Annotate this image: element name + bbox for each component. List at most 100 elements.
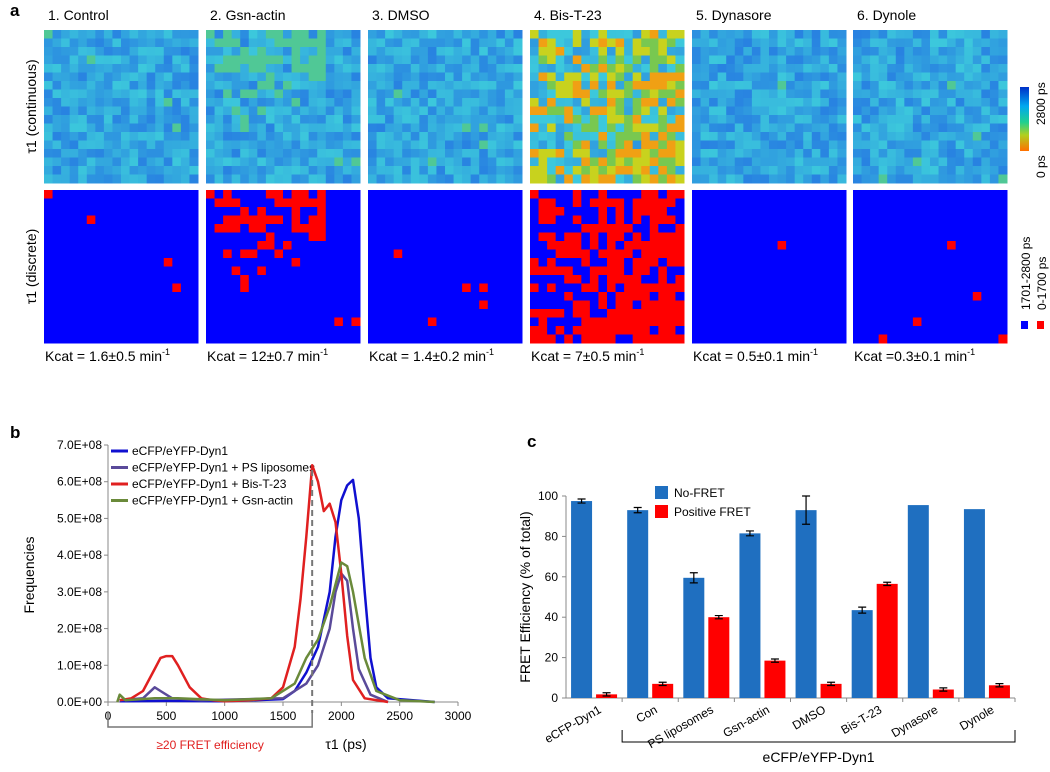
image-cell bbox=[445, 283, 455, 293]
image-cell bbox=[44, 30, 54, 39]
image-cell bbox=[342, 47, 352, 56]
image-cell bbox=[786, 215, 796, 225]
image-cell bbox=[496, 38, 506, 48]
image-cell bbox=[402, 292, 412, 301]
image-cell bbox=[649, 81, 659, 90]
image-cell bbox=[794, 207, 804, 216]
image-cell bbox=[410, 140, 420, 150]
image-cell bbox=[769, 292, 779, 301]
image-cell bbox=[189, 198, 199, 208]
image-cell bbox=[513, 292, 523, 301]
image-cell bbox=[828, 123, 838, 133]
image-cell bbox=[904, 215, 914, 225]
image-cell bbox=[95, 198, 105, 208]
image-cell bbox=[368, 64, 378, 73]
image-cell bbox=[138, 72, 148, 82]
image-cell bbox=[427, 275, 437, 284]
image-cell bbox=[214, 115, 224, 124]
image-cell bbox=[462, 300, 472, 310]
image-cell bbox=[709, 123, 719, 133]
image-cell bbox=[955, 317, 965, 327]
image-cell bbox=[95, 98, 105, 107]
image-cell bbox=[921, 157, 931, 167]
image-cell bbox=[69, 283, 79, 293]
image-cell bbox=[78, 89, 88, 99]
image-cell bbox=[180, 224, 190, 233]
image-cell bbox=[564, 157, 574, 167]
image-cell bbox=[666, 106, 676, 116]
image-cell bbox=[709, 106, 719, 116]
image-cell bbox=[624, 64, 634, 73]
image-cell bbox=[938, 174, 948, 184]
image-cell bbox=[308, 249, 318, 259]
image-cell bbox=[955, 132, 965, 141]
image-cell bbox=[479, 275, 489, 284]
image-cell bbox=[786, 30, 796, 39]
image-cell bbox=[231, 207, 241, 216]
image-cell bbox=[769, 174, 779, 184]
image-cell bbox=[155, 249, 165, 259]
image-cell bbox=[870, 207, 880, 216]
image-cell bbox=[103, 89, 113, 99]
image-cell bbox=[955, 174, 965, 184]
image-cell bbox=[837, 317, 847, 327]
image-cell bbox=[930, 266, 940, 276]
image-cell bbox=[947, 72, 957, 82]
image-cell bbox=[530, 132, 540, 141]
image-cell bbox=[172, 123, 182, 133]
image-cell bbox=[317, 190, 327, 199]
image-cell bbox=[342, 98, 352, 107]
image-cell bbox=[129, 89, 139, 99]
image-cell bbox=[112, 89, 122, 99]
image-cell bbox=[861, 115, 871, 124]
image-cell bbox=[803, 266, 813, 276]
image-cell bbox=[820, 292, 830, 301]
image-cell bbox=[52, 174, 62, 184]
image-cell bbox=[870, 55, 880, 65]
image-cell bbox=[385, 224, 395, 233]
image-cell bbox=[632, 174, 642, 184]
image-cell bbox=[393, 190, 403, 199]
image-cell bbox=[129, 190, 139, 199]
image-cell bbox=[547, 140, 557, 150]
image-cell bbox=[709, 207, 719, 216]
image-cell bbox=[214, 149, 224, 158]
image-cell bbox=[231, 38, 241, 48]
image-cell bbox=[598, 38, 608, 48]
image-cell bbox=[44, 38, 54, 48]
image-cell bbox=[453, 198, 463, 208]
image-cell bbox=[598, 275, 608, 284]
image-cell bbox=[734, 81, 744, 90]
image-cell bbox=[180, 326, 190, 335]
image-cell bbox=[317, 326, 327, 335]
image-cell bbox=[547, 38, 557, 48]
image-cell bbox=[274, 292, 284, 301]
image-cell bbox=[300, 232, 310, 242]
image-cell bbox=[376, 98, 386, 107]
image-cell bbox=[479, 232, 489, 242]
image-cell bbox=[402, 249, 412, 259]
image-cell bbox=[658, 89, 668, 99]
image-cell bbox=[837, 241, 847, 250]
image-cell bbox=[86, 334, 96, 344]
image-cell bbox=[572, 149, 582, 158]
image-cell bbox=[138, 98, 148, 107]
image-cell bbox=[214, 300, 224, 310]
image-cell bbox=[436, 140, 446, 150]
image-cell bbox=[887, 106, 897, 116]
image-cell bbox=[368, 309, 378, 318]
image-cell bbox=[317, 115, 327, 124]
legend-label: Positive FRET bbox=[674, 505, 751, 519]
image-cell bbox=[86, 64, 96, 73]
image-cell bbox=[52, 47, 62, 56]
image-cell bbox=[300, 115, 310, 124]
image-cell bbox=[717, 106, 727, 116]
image-cell bbox=[427, 326, 437, 335]
image-cell bbox=[351, 317, 361, 327]
image-cell bbox=[376, 55, 386, 65]
image-cell bbox=[265, 38, 275, 48]
image-cell bbox=[912, 241, 922, 250]
image-cell bbox=[589, 198, 599, 208]
image-cell bbox=[419, 132, 429, 141]
image-cell bbox=[794, 132, 804, 141]
